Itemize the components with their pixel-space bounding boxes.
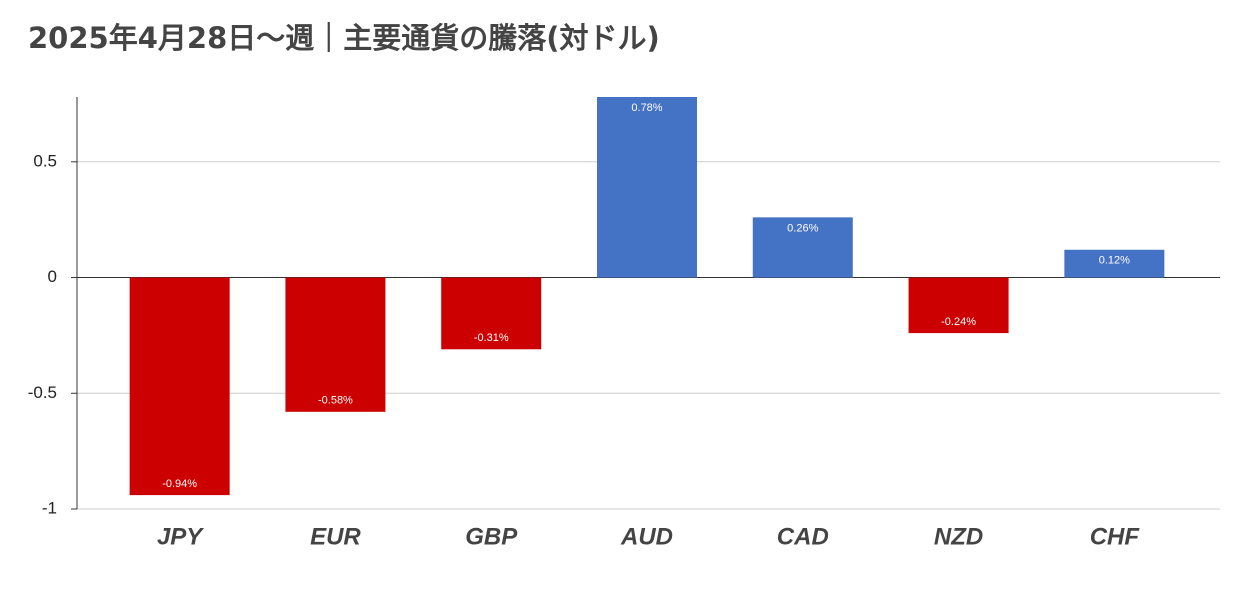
x-tick-label: GBP	[465, 523, 518, 550]
bar	[129, 277, 230, 496]
value-label: -0.24%	[941, 316, 976, 328]
x-tick-label: JPY	[157, 523, 204, 550]
y-tick-label: -0.5	[28, 383, 57, 402]
x-tick-label: EUR	[310, 523, 361, 550]
bar	[908, 277, 1009, 334]
x-tick-label: CAD	[777, 523, 829, 550]
y-tick-label: -1	[42, 498, 57, 517]
value-label: -0.94%	[162, 478, 197, 490]
bar	[597, 97, 697, 278]
bar	[752, 217, 853, 278]
y-tick-label: 0	[48, 267, 57, 286]
bar	[1064, 249, 1165, 278]
value-label: 0.12%	[1099, 255, 1130, 267]
x-tick-label: AUD	[620, 523, 673, 550]
bar	[285, 277, 386, 412]
x-tick-label: CHF	[1090, 523, 1141, 550]
x-tick-label: NZD	[934, 523, 983, 550]
value-label: 0.78%	[631, 102, 662, 114]
value-label: -0.31%	[474, 332, 509, 344]
bar	[441, 277, 542, 350]
value-label: 0.26%	[787, 222, 818, 234]
value-label: -0.58%	[318, 395, 353, 407]
chart-title: 2025年4月28日～週｜主要通貨の騰落(対ドル)	[28, 21, 660, 55]
y-tick-label: 0.5	[33, 151, 57, 170]
